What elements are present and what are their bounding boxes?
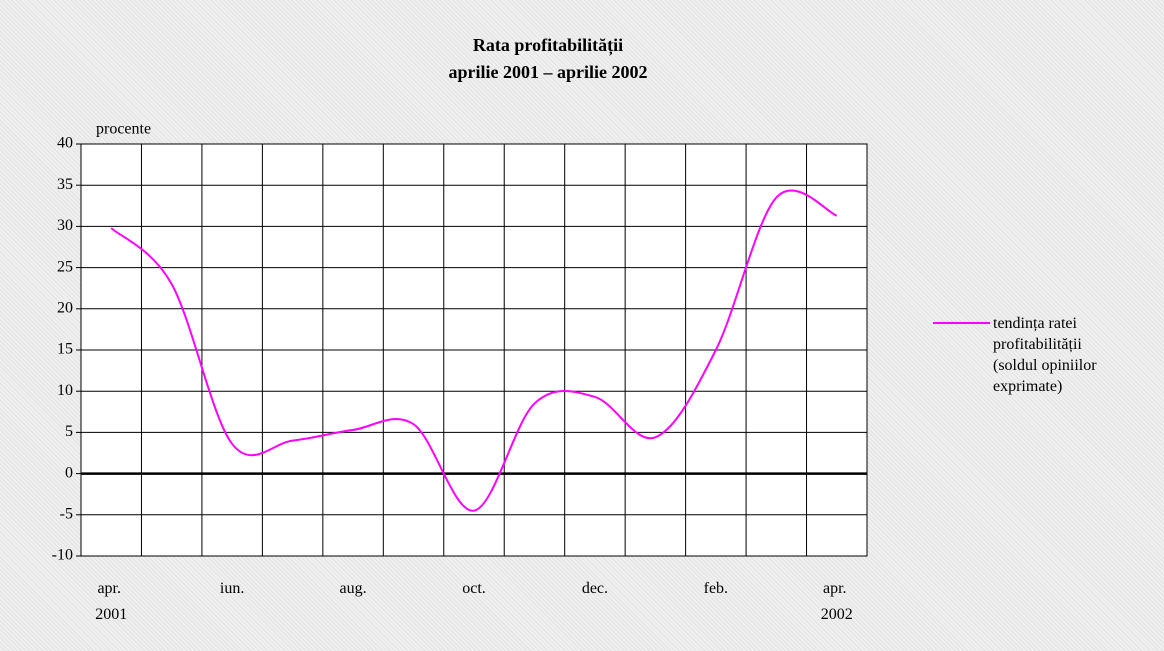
y-tick-label: 35	[57, 176, 73, 193]
x-tick-label: apr. 2002	[821, 580, 853, 623]
y-tick-label: 30	[57, 217, 73, 234]
y-tick-label: 15	[57, 341, 73, 358]
x-tick-label: aug.	[340, 580, 367, 597]
x-tick-label: feb.	[704, 580, 728, 597]
legend-label: tendința ratei profitabilității (soldul …	[993, 315, 1097, 395]
x-tick-label: iun.	[220, 580, 244, 597]
y-tick-label: -10	[52, 547, 73, 564]
x-tick-label: oct.	[462, 580, 486, 597]
line-series	[110, 189, 838, 512]
x-tick-label: dec.	[582, 580, 608, 597]
chart-subtitle: aprilie 2001 – aprilie 2002	[449, 62, 648, 82]
y-tick-label: 5	[65, 423, 73, 440]
y-axis-label: procente	[96, 121, 151, 138]
y-tick-label: 20	[57, 299, 73, 316]
chart-title: Rata profitabilității	[473, 35, 623, 56]
y-tick-label: 0	[65, 464, 73, 481]
y-tick-label: 10	[57, 382, 73, 399]
y-tick-label: -5	[60, 505, 73, 522]
y-tick-label: 40	[57, 135, 73, 152]
y-tick-label: 25	[57, 258, 73, 275]
x-tick-label: apr. 2001	[95, 580, 127, 623]
